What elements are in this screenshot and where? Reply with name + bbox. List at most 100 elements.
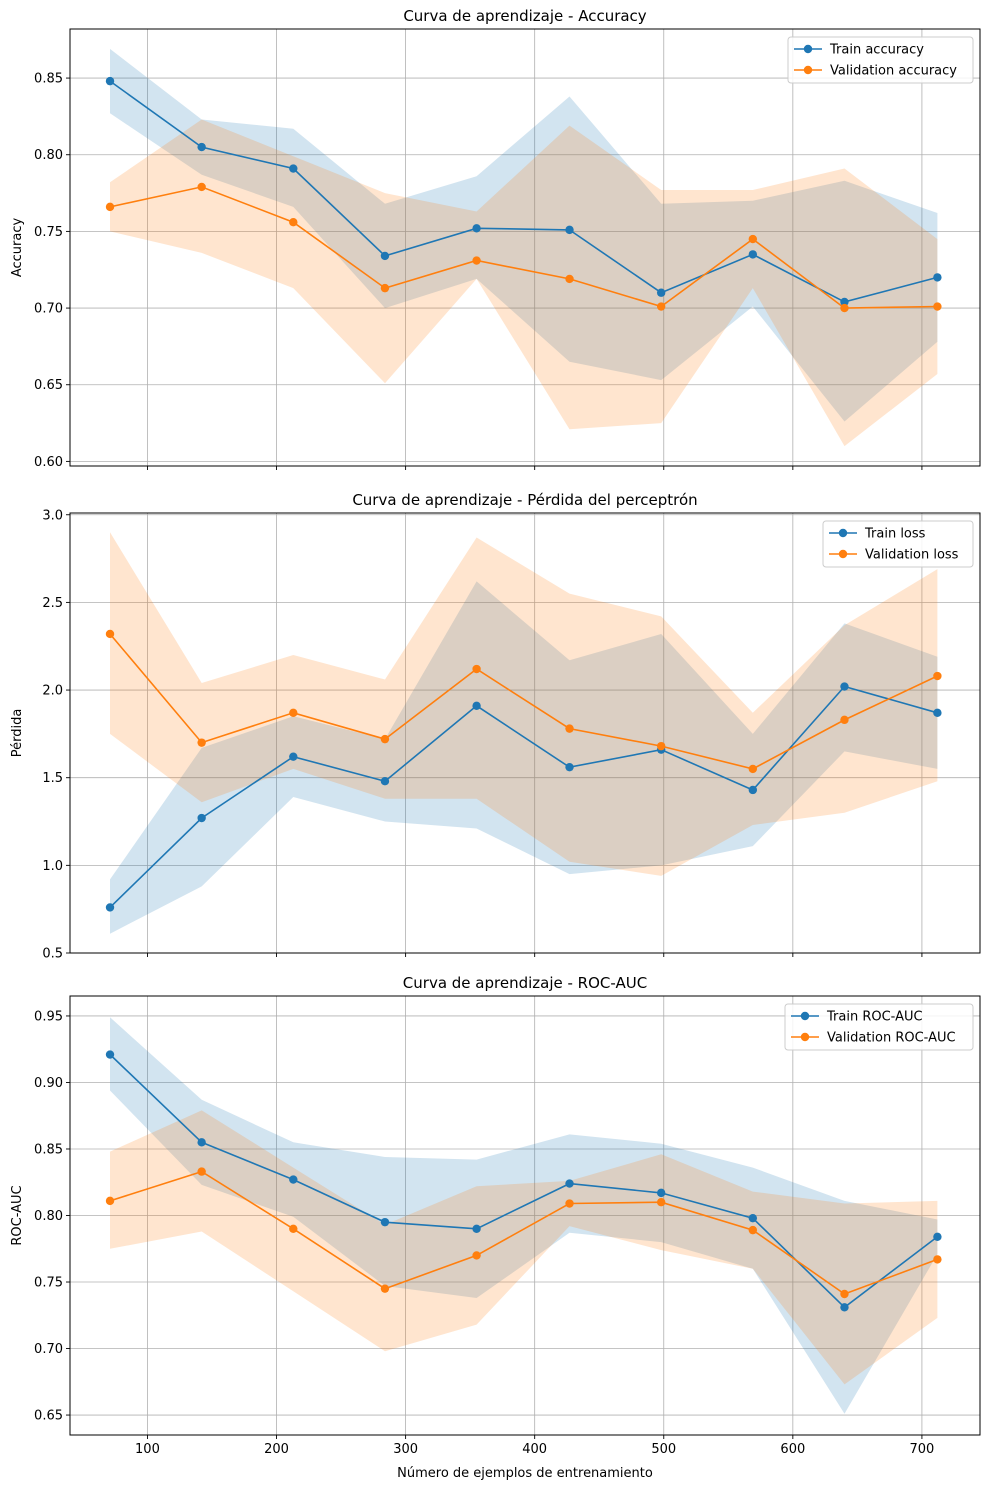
chart-title: Curva de aprendizaje - Accuracy	[403, 7, 646, 25]
legend-train-label: Train ROC-AUC	[826, 1010, 923, 1025]
train-data-point	[197, 142, 206, 152]
y-axis-label: Accuracy	[10, 218, 25, 278]
x-tick-label: 700	[910, 1442, 935, 1457]
validation-data-point	[748, 1225, 758, 1235]
legend-box	[822, 520, 974, 568]
legend: Train accuracy Validation accuracy	[787, 36, 974, 84]
train-data-point	[933, 1232, 942, 1241]
y-tick-label: 0.70	[34, 302, 63, 317]
train-data-point	[840, 1303, 849, 1312]
axes-frame	[69, 995, 981, 1436]
validation-data-point	[933, 1255, 942, 1264]
train-data-point	[197, 1138, 206, 1147]
y-tick-label: 0.75	[34, 1276, 63, 1291]
validation-data-point	[105, 1196, 115, 1206]
chart-title: Curva de aprendizaje - Pérdida del perce…	[352, 491, 697, 509]
train-data-point	[933, 708, 942, 718]
train-data-point	[380, 251, 390, 261]
y-tick-label: 0.90	[34, 1076, 63, 1091]
validation-data-point	[472, 256, 481, 265]
train-data-point	[289, 1175, 298, 1184]
y-tick-label: 0.85	[34, 1142, 63, 1157]
train-data-point	[565, 1179, 574, 1188]
chart-title: Curva de aprendizaje - ROC-AUC	[403, 974, 647, 992]
validation-data-point	[289, 1224, 298, 1234]
x-tick-label: 600	[780, 1442, 805, 1457]
train-series-line	[109, 685, 938, 908]
train-data-point	[565, 225, 574, 235]
y-tick-label: 2.0	[42, 684, 63, 699]
legend-train-label: Train accuracy	[829, 43, 924, 58]
axes-frame	[69, 28, 981, 467]
train-data-point	[748, 785, 758, 795]
subplot-1: Curva de aprendizaje - Accuracy 0.60 0.65 0…	[10, 7, 981, 470]
x-tick-label: 400	[522, 1442, 547, 1457]
train-data-point	[472, 224, 481, 233]
train-data-point	[656, 1188, 666, 1198]
legend-train-marker	[800, 1011, 810, 1021]
train-data-point	[289, 164, 298, 173]
x-tick-label: 300	[393, 1442, 418, 1457]
x-tick-label: 100	[135, 1442, 160, 1457]
validation-series-line	[109, 186, 938, 309]
y-tick-label: 0.80	[34, 1209, 63, 1224]
validation-data-point	[748, 764, 758, 774]
validation-band	[110, 119, 938, 447]
validation-data-point	[748, 234, 758, 244]
y-tick-label: 3.0	[42, 508, 63, 523]
train-band	[110, 48, 938, 422]
validation-series-line	[109, 633, 938, 770]
train-data-point	[105, 1050, 115, 1059]
train-data-point	[840, 682, 849, 691]
x-axis-label: Número de ejemplos de entrenamiento	[397, 1466, 653, 1481]
train-data-point	[472, 1224, 481, 1234]
validation-data-point	[933, 302, 942, 311]
validation-data-point	[472, 1251, 481, 1260]
train-data-point	[840, 297, 849, 307]
y-tick-label: 1.0	[42, 859, 63, 874]
validation-data-point	[289, 708, 298, 718]
y-tick-label: 0.65	[34, 378, 63, 393]
x-tick-label: 500	[651, 1442, 676, 1457]
train-data-point	[105, 76, 115, 86]
validation-data-point	[656, 1197, 666, 1207]
y-tick-label: 0.80	[34, 148, 63, 163]
validation-data-point	[380, 283, 390, 293]
validation-data-point	[289, 218, 298, 227]
validation-data-point	[656, 741, 666, 751]
y-axis-label: Pérdida	[10, 709, 25, 758]
train-data-point	[933, 273, 942, 282]
validation-data-point	[565, 724, 574, 733]
validation-series-line	[109, 1170, 938, 1295]
validation-band	[110, 532, 938, 876]
subplot-3: Curva de aprendizaje - ROC-AUC 0.65 0.70 0.…	[10, 974, 981, 1457]
train-data-point	[748, 1213, 758, 1223]
legend-validation-marker	[838, 549, 848, 559]
validation-data-point	[840, 1289, 849, 1299]
validation-data-point	[197, 738, 206, 747]
validation-data-point	[840, 715, 849, 725]
subplot-2: Curva de aprendizaje - Pérdida del perce…	[10, 491, 981, 962]
validation-data-point	[380, 1284, 390, 1293]
y-tick-label: 0.70	[34, 1342, 63, 1357]
y-axis-label: ROC-AUC	[10, 1185, 25, 1245]
train-band	[110, 581, 938, 934]
train-data-point	[656, 288, 666, 297]
validation-data-point	[105, 202, 115, 212]
legend-validation-marker	[803, 65, 813, 75]
train-data-point	[289, 752, 298, 761]
validation-data-point	[105, 629, 115, 639]
train-series-line	[109, 80, 938, 303]
legend-validation-label: Validation ROC-AUC	[827, 1031, 956, 1046]
legend-train-label: Train loss	[864, 527, 926, 542]
validation-data-point	[656, 302, 666, 311]
legend-train-marker	[838, 528, 848, 538]
train-data-point	[105, 903, 115, 912]
y-tick-label: 2.5	[42, 596, 63, 611]
legend-box	[787, 36, 974, 84]
legend-box	[784, 1003, 974, 1051]
legend-validation-label: Validation accuracy	[830, 64, 957, 79]
validation-band	[110, 1110, 938, 1385]
